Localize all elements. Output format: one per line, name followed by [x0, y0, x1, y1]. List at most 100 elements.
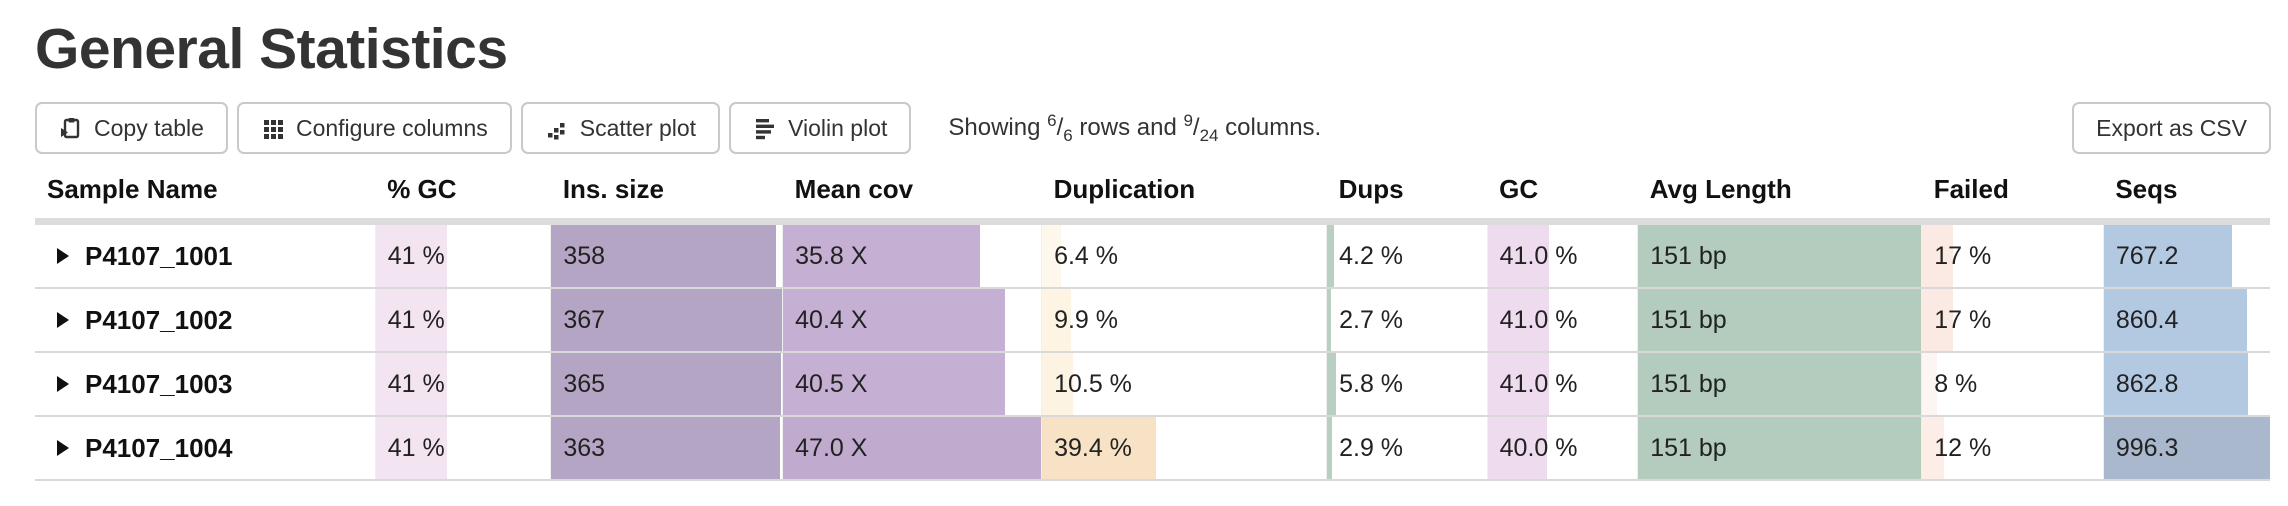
cols-total: 24 — [1199, 125, 1219, 145]
sample-name: P4107_1002 — [85, 305, 233, 335]
cell-bar — [1327, 353, 1337, 414]
rows-shown: 6 — [1047, 111, 1057, 130]
cell-bar — [1638, 289, 1922, 350]
cell-value: 767.2 — [2115, 242, 2179, 270]
cell-value: 40.0 % — [1499, 434, 1578, 462]
cell-bar — [1922, 417, 1944, 478]
cell-bar — [1042, 225, 1062, 287]
sample-name: P4107_1004 — [85, 433, 233, 463]
expand-arrow-icon — [57, 376, 69, 392]
cell-value: 4.2 % — [1339, 242, 1404, 270]
cell-value: 41 % — [387, 434, 445, 462]
cell-bar — [783, 417, 1042, 478]
cell-bar — [376, 289, 448, 350]
value-cell: 996.3 — [2102, 416, 2270, 481]
value-cell: 41.0 % — [1486, 352, 1638, 417]
cell-value: 17 % — [1934, 242, 1992, 270]
cell-bar — [1042, 417, 1156, 478]
cell-value: 862.8 — [2115, 370, 2179, 398]
cell-value: 996.3 — [2115, 434, 2179, 462]
value-cell: 367 — [550, 288, 783, 353]
column-header[interactable]: Sample Name — [35, 168, 376, 225]
cell-bar — [1488, 225, 1549, 287]
column-header[interactable]: % GC — [375, 168, 551, 225]
value-cell: 151 bp — [1637, 352, 1922, 417]
value-cell: 12 % — [1921, 416, 2104, 481]
value-cell: 35.8 X — [782, 221, 1042, 289]
violin-icon — [753, 116, 777, 140]
copy-table-button[interactable]: Copy table — [35, 102, 228, 154]
cell-bar — [2104, 289, 2248, 350]
cell-value: 12 % — [1934, 434, 1992, 462]
showing-summary: Showing 6/6 rows and 9/24 columns. — [948, 111, 1322, 145]
cell-bar — [783, 353, 1006, 414]
cell-value: 151 bp — [1650, 242, 1727, 270]
value-cell: 151 bp — [1637, 416, 1922, 481]
cell-value: 17 % — [1934, 306, 1992, 334]
cell-bar — [1327, 225, 1334, 287]
table-row: P4107_1001 41 % 358 35.8 X 6.4 % 4.2 % 41.0 % 1… — [35, 221, 2270, 289]
sample-name: P4107_1003 — [85, 369, 233, 399]
cell-value: 39.4 % — [1054, 434, 1132, 462]
column-header[interactable]: Ins. size — [550, 168, 783, 225]
sample-name-cell[interactable]: P4107_1003 — [35, 352, 376, 417]
cell-value: 9.9 % — [1054, 306, 1119, 334]
column-header[interactable]: GC — [1487, 168, 1638, 225]
cell-value: 35.8 X — [795, 242, 868, 270]
cell-value: 151 bp — [1650, 306, 1727, 334]
cell-value: 6.4 % — [1054, 242, 1119, 270]
table-row: P4107_1002 41 % 367 40.4 X 9.9 % 2.7 % 41.0 % 1… — [35, 288, 2270, 353]
cell-bar — [551, 289, 783, 350]
configure-columns-button[interactable]: Configure columns — [236, 102, 512, 154]
cell-bar — [551, 225, 777, 287]
value-cell: 8 % — [1921, 352, 2104, 417]
cell-bar — [1922, 289, 1953, 350]
cell-value: 47.0 X — [795, 434, 868, 462]
value-cell: 151 bp — [1637, 221, 1922, 289]
cell-bar — [2104, 417, 2270, 478]
cell-bar — [1638, 417, 1922, 478]
cell-bar — [1922, 225, 1953, 287]
sample-name-cell[interactable]: P4107_1001 — [35, 221, 376, 289]
column-header[interactable]: Avg Length — [1637, 168, 1922, 225]
column-header[interactable]: Seqs — [2103, 168, 2270, 225]
cell-value: 367 — [563, 306, 606, 334]
value-cell: 41 % — [374, 352, 551, 417]
cell-value: 151 bp — [1650, 370, 1727, 398]
cell-value: 363 — [563, 434, 606, 462]
sample-name-cell[interactable]: P4107_1004 — [35, 416, 376, 481]
export-csv-button[interactable]: Export as CSV — [2072, 102, 2271, 154]
grid-icon — [261, 116, 285, 140]
value-cell: 365 — [550, 352, 783, 417]
value-cell: 767.2 — [2102, 221, 2270, 289]
value-cell: 4.2 % — [1326, 221, 1488, 289]
button-label: Violin plot — [788, 114, 888, 141]
value-cell: 17 % — [1921, 288, 2104, 353]
cell-value: 2.9 % — [1339, 434, 1404, 462]
cell-value: 41 % — [387, 306, 445, 334]
sample-name-cell[interactable]: P4107_1002 — [35, 288, 376, 353]
cell-value: 5.8 % — [1339, 370, 1404, 398]
value-cell: 40.0 % — [1486, 416, 1638, 481]
cell-bar — [376, 353, 448, 414]
cell-value: 151 bp — [1650, 434, 1727, 462]
cell-bar — [376, 417, 448, 478]
expand-arrow-icon — [57, 312, 69, 328]
cell-value: 2.7 % — [1339, 306, 1404, 334]
cell-bar — [1042, 289, 1072, 350]
scatter-plot-button[interactable]: Scatter plot — [520, 102, 721, 154]
column-header[interactable]: Dups — [1326, 168, 1488, 225]
cell-bar — [1042, 353, 1073, 414]
column-header[interactable]: Failed — [1921, 168, 2104, 225]
cell-bar — [1488, 289, 1549, 350]
violin-plot-button[interactable]: Violin plot — [729, 102, 912, 154]
column-header[interactable]: Mean cov — [782, 168, 1042, 225]
value-cell: 5.8 % — [1326, 352, 1488, 417]
value-cell: 41.0 % — [1486, 288, 1638, 353]
value-cell: 41 % — [374, 416, 551, 481]
expand-arrow-icon — [57, 440, 69, 456]
cell-value: 8 % — [1934, 370, 1978, 398]
value-cell: 6.4 % — [1041, 221, 1327, 289]
column-header[interactable]: Duplication — [1041, 168, 1327, 225]
cell-bar — [1488, 417, 1548, 478]
